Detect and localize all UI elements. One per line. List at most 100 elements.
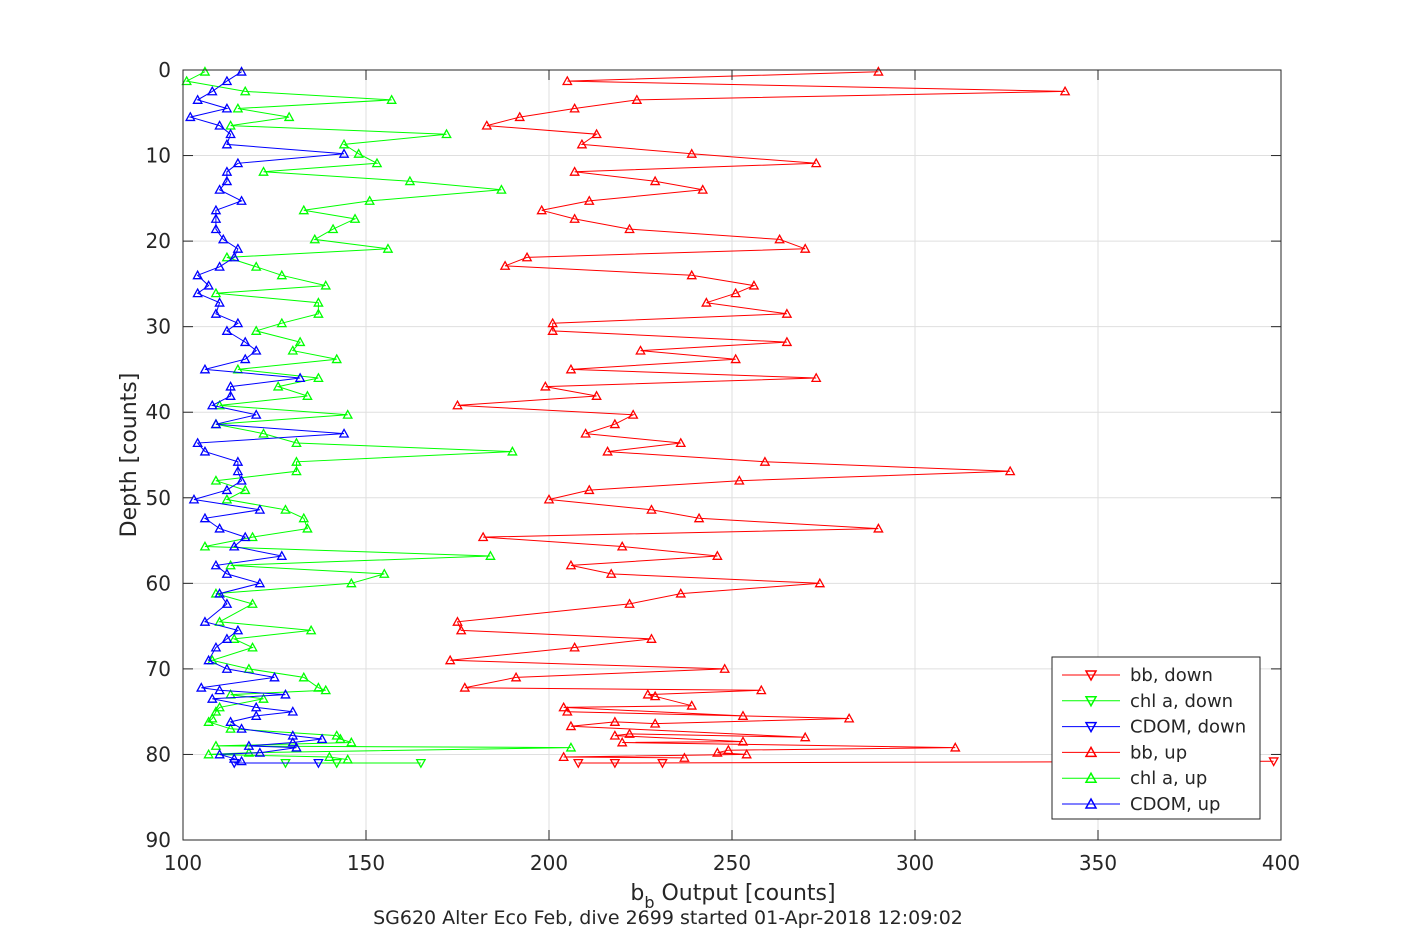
data-point-bb-up [712,550,723,560]
data-point-bb-up [734,475,745,485]
data-point-chl-a-up [302,390,313,400]
data-point-chl-a-up [181,75,192,86]
data-point-cdom-up [188,493,200,504]
data-point-bb-up [605,568,617,578]
y-tick-label: 90 [146,828,171,852]
data-point-bb-up [569,166,580,176]
data-point-cdom-up [221,102,233,113]
data-point-cdom-up [221,138,233,149]
data-point-chl-a-up [331,353,343,364]
x-tick-label: 200 [530,851,568,875]
data-point-cdom-up [232,157,244,168]
data-point-cdom-up [214,120,225,130]
x-tick-label: 350 [1079,851,1117,875]
y-tick-label: 0 [158,58,171,82]
data-point-bb-up [569,641,580,652]
data-point-chl-a-up [324,751,335,762]
data-point-bb-up [561,706,573,716]
data-point-chl-a-up [313,297,324,307]
x-axis-label-subscript: b [644,893,654,912]
data-point-cdom-up [199,616,211,626]
data-point-bb-up [843,712,855,723]
data-point-chl-a-up [276,317,288,328]
data-point-cdom-up [206,85,218,96]
data-point-chl-a-up [565,742,577,752]
data-point-bb-up [452,616,463,626]
data-point-chl-a-up [331,730,343,740]
data-point-chl-a-up [214,399,225,410]
legend-box [1051,656,1261,820]
data-point-bb-down [609,758,621,769]
data-point-cdom-up [232,624,244,635]
data-point-chl-a-up [225,559,236,570]
legend-label-cdom-up: CDOM, up [1130,794,1220,815]
data-point-chl-a-up [378,568,390,578]
y-axis-label: Depth [counts] [117,373,142,538]
data-point-chl-a-up [214,701,225,712]
data-point-cdom-up [214,261,225,271]
data-point-chl-a-up [364,195,375,205]
data-point-bb-up [873,523,884,533]
data-point-cdom-up [192,269,203,280]
data-point-bb-up [565,363,577,374]
legend-marker-bb-down [1084,670,1098,682]
data-point-cdom-up [221,598,233,608]
data-point-cdom-down [313,758,324,769]
data-point-chl-a-up [210,287,222,298]
data-point-cdom-up [192,94,203,104]
data-point-bb-up [576,138,588,149]
y-tick-label: 70 [146,657,171,681]
data-point-cdom-up [214,588,225,598]
data-point-chl-a-up [239,85,251,96]
legend-label-chl-a-up: chl a, up [1130,768,1207,789]
data-point-bb-up [565,720,577,731]
data-point-chl-a-up [221,251,233,262]
y-tick-label: 80 [146,742,171,766]
data-point-cdom-up [228,251,240,262]
data-point-bb-up [1004,465,1016,476]
x-axis-label-main: b [630,881,644,906]
series-line-chl-a-up [185,71,572,761]
data-point-bb-up [561,75,573,86]
data-point-chl-a-up [250,325,262,335]
data-point-bb-up [627,409,639,419]
data-point-chl-a-up [371,157,383,168]
data-point-cdom-up [254,504,266,514]
data-point-cdom-up [236,195,247,205]
data-point-chl-a-up [291,456,302,466]
data-point-cdom-up [269,671,280,682]
figure-caption: SG620 Alter Eco Feb, dive 2699 started 0… [373,907,963,929]
data-point-bb-up [536,204,547,215]
data-point-cdom-up [214,184,225,194]
data-point-cdom-up [250,710,262,720]
data-point-bb-up [781,336,793,347]
data-point-cdom-up [236,66,247,76]
data-point-cdom-up [192,437,203,448]
legend-marker-chl-a-down [1084,696,1098,708]
data-point-cdom-up [232,456,244,466]
data-point-cdom-up [338,428,350,438]
data-point-cdom-up [316,733,328,744]
data-point-bb-up [459,682,471,692]
series-cdom-down [228,758,324,769]
data-point-chl-a-up [382,243,394,253]
data-point-chl-a-up [291,465,302,476]
data-point-chl-a-up [346,577,357,588]
data-point-bb-up [455,624,467,635]
y-tick-label: 30 [146,315,171,339]
data-point-cdom-up [214,297,225,307]
data-point-chl-a-up [485,550,496,560]
data-point-chl-a-up [228,633,240,643]
data-point-chl-a-up [338,138,350,149]
data-point-cdom-up [214,748,225,759]
legend-label-bb-up: bb, up [1130,742,1187,763]
data-point-cdom-up [199,512,211,523]
data-point-chl-a-up [276,269,288,280]
data-point-chl-a-up [272,381,284,391]
data-point-chl-a-up [291,437,302,448]
data-point-chl-a-up [294,336,306,347]
data-point-bb-up [1059,85,1071,96]
data-point-bb-down [657,758,668,769]
legend-label-bb-down: bb, down [1130,665,1213,686]
series-layer [181,66,1279,769]
